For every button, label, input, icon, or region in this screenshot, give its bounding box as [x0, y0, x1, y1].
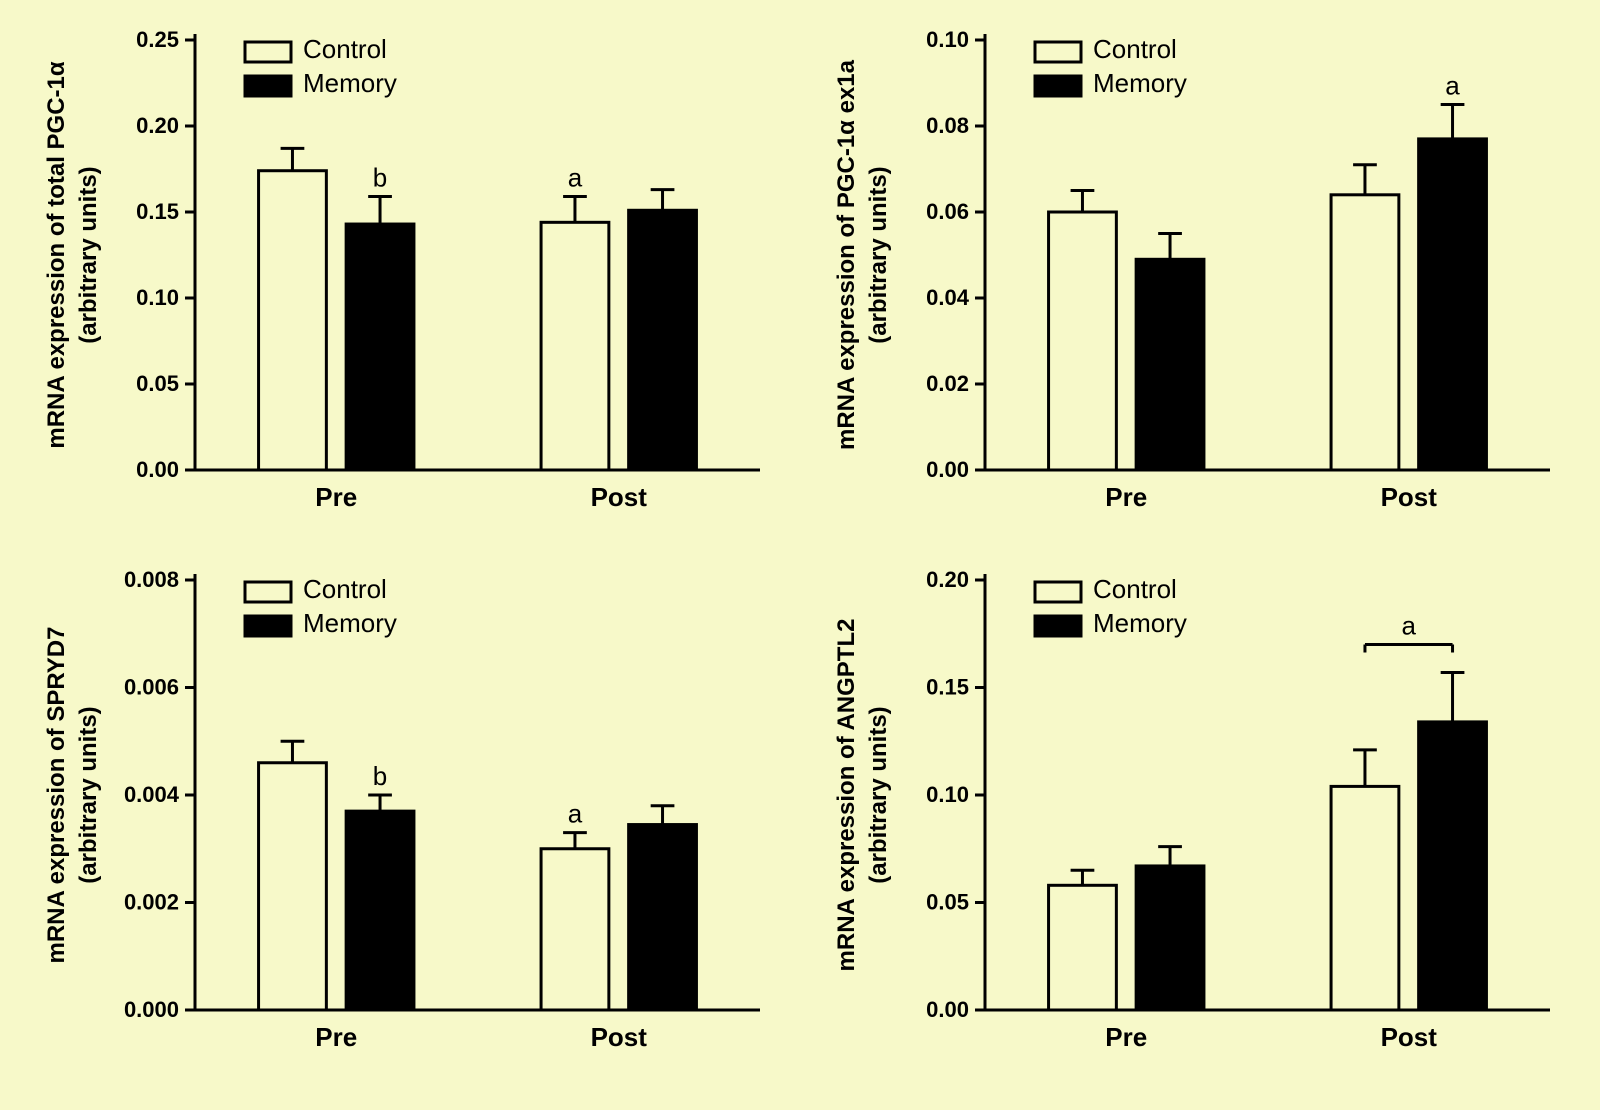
bar-Post-Control [1331, 786, 1399, 1010]
legend-swatch-Memory [245, 76, 291, 96]
annotation-a: a [568, 163, 583, 193]
legend-swatch-Memory [1035, 76, 1081, 96]
bar-Pre-Control [259, 763, 327, 1010]
chart-panel-B: 0.00 0.02 0.04 0.06 0.08 0.10 mRNA expression … [830, 20, 1570, 540]
legend-label-Control: Control [1093, 574, 1177, 604]
bar-Post-Memory [1419, 722, 1487, 1010]
ytick-label: 0.15 [926, 675, 969, 700]
bar-Pre-Memory [1136, 259, 1204, 470]
bracket-annotation: a [1402, 611, 1417, 641]
legend-label-Memory: Memory [1093, 68, 1187, 98]
category-label-Pre: Pre [1105, 482, 1147, 512]
bar-Pre-Control [1049, 212, 1117, 470]
bar-Post-Memory [629, 825, 697, 1010]
bar-Post-Control [1331, 195, 1399, 470]
bar-Post-Control [541, 222, 609, 470]
y-axis-label-line2: (arbitrary units) [75, 706, 102, 883]
ytick-label: 0.008 [124, 567, 179, 592]
bar-Pre-Control [259, 171, 327, 470]
figure-container: 0.00 0.05 0.10 0.15 0.20 0.25 mRNA expression … [0, 0, 1600, 1110]
legend-label-Memory: Memory [303, 68, 397, 98]
bar-Post-Memory [1419, 139, 1487, 470]
y-axis-label-line1: mRNA expression of PGC-1α ex1a [833, 59, 860, 450]
ytick-label: 0.05 [926, 890, 969, 915]
bar-Post-Control [541, 849, 609, 1010]
ytick-label: 0.004 [124, 782, 180, 807]
y-axis-label-line1: mRNA expression of ANGPTL2 [833, 619, 860, 972]
legend-label-Memory: Memory [303, 608, 397, 638]
ytick-label: 0.25 [136, 27, 179, 52]
legend-label-Memory: Memory [1093, 608, 1187, 638]
category-label-Post: Post [591, 482, 648, 512]
ytick-label: 0.10 [136, 285, 179, 310]
ytick-label: 0.002 [124, 890, 179, 915]
legend-swatch-Control [245, 42, 291, 62]
y-axis-label-line2: (arbitrary units) [865, 706, 892, 883]
chart-panel-D: 0.00 0.05 0.10 0.15 0.20 mRNA expression of A… [830, 560, 1570, 1080]
ytick-label: 0.20 [926, 567, 969, 592]
y-axis-label-line2: (arbitrary units) [75, 166, 102, 343]
ytick-label: 0.00 [926, 457, 969, 482]
ytick-label: 0.08 [926, 113, 969, 138]
bar-Pre-Memory [1136, 866, 1204, 1010]
bar-Post-Memory [629, 210, 697, 470]
legend-swatch-Control [245, 582, 291, 602]
legend-swatch-Memory [245, 616, 291, 636]
chart-panel-C: 0.000 0.002 0.004 0.006 0.008 mRNA expression… [40, 560, 780, 1080]
annotation-b: b [373, 163, 387, 193]
ytick-label: 0.000 [124, 997, 179, 1022]
category-label-Pre: Pre [315, 1022, 357, 1052]
legend-label-Control: Control [303, 574, 387, 604]
bar-Pre-Control [1049, 885, 1117, 1010]
y-axis-label-line2: (arbitrary units) [865, 166, 892, 343]
ytick-label: 0.06 [926, 199, 969, 224]
legend-swatch-Memory [1035, 616, 1081, 636]
bar-Pre-Memory [346, 224, 414, 470]
ytick-label: 0.00 [926, 997, 969, 1022]
category-label-Post: Post [591, 1022, 648, 1052]
category-label-Post: Post [1381, 482, 1438, 512]
category-label-Pre: Pre [315, 482, 357, 512]
ytick-label: 0.006 [124, 675, 179, 700]
legend-swatch-Control [1035, 582, 1081, 602]
y-axis-label-line1: mRNA expression of total PGC-1α [43, 61, 70, 449]
ytick-label: 0.02 [926, 371, 969, 396]
ytick-label: 0.05 [136, 371, 179, 396]
chart-panel-A: 0.00 0.05 0.10 0.15 0.20 0.25 mRNA expression … [40, 20, 780, 540]
ytick-label: 0.00 [136, 457, 179, 482]
bar-Pre-Memory [346, 811, 414, 1010]
ytick-label: 0.15 [136, 199, 179, 224]
ytick-label: 0.04 [926, 285, 970, 310]
category-label-Pre: Pre [1105, 1022, 1147, 1052]
legend-label-Control: Control [303, 34, 387, 64]
annotation-a: a [568, 799, 583, 829]
ytick-label: 0.20 [136, 113, 179, 138]
ytick-label: 0.10 [926, 782, 969, 807]
legend-swatch-Control [1035, 42, 1081, 62]
annotation-b: b [373, 761, 387, 791]
category-label-Post: Post [1381, 1022, 1438, 1052]
legend-label-Control: Control [1093, 34, 1177, 64]
annotation-a: a [1445, 71, 1460, 101]
ytick-label: 0.10 [926, 27, 969, 52]
y-axis-label-line1: mRNA expression of SPRYD7 [43, 627, 70, 964]
